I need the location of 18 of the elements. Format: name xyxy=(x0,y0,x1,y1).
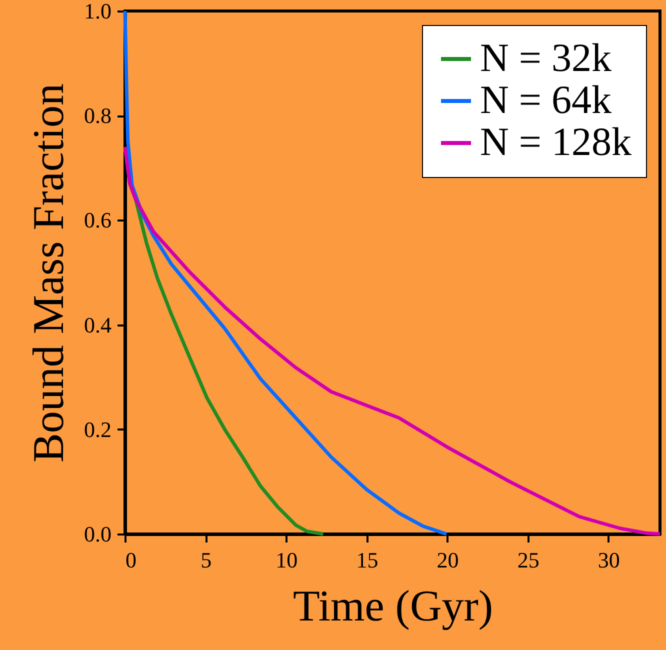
x-axis-title: Time (Gyr) xyxy=(292,582,494,630)
legend-label: N = 128k xyxy=(480,119,632,164)
x-tick-label: 10 xyxy=(276,548,298,572)
x-tick-label: 5 xyxy=(200,548,212,572)
y-tick-label: 0.8 xyxy=(84,103,112,128)
x-tick-label: 15 xyxy=(356,548,378,572)
y-tick-label: 1.0 xyxy=(84,0,112,24)
legend-label: N = 32k xyxy=(480,35,612,80)
y-tick-label: 0.2 xyxy=(84,416,112,442)
y-axis-title: Bound Mass Fraction xyxy=(24,84,73,462)
y-tick-label: 0.0 xyxy=(84,522,112,546)
legend-label: N = 64k xyxy=(480,77,612,122)
x-tick-label: 30 xyxy=(598,548,620,572)
y-tick-label: 0.4 xyxy=(84,312,112,338)
y-tick-label: 0.6 xyxy=(84,208,112,233)
x-tick-label: 25 xyxy=(517,548,540,572)
x-tick-label: 0 xyxy=(126,548,136,572)
x-tick-label: 20 xyxy=(436,548,459,572)
